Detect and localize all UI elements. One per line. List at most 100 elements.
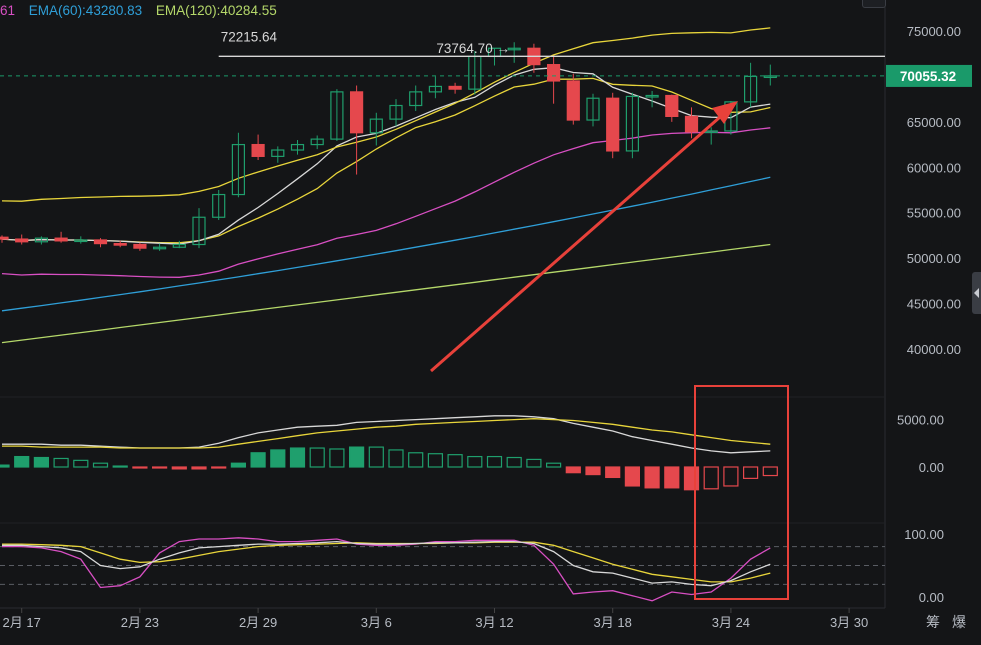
ema120-line <box>1 243 771 344</box>
macd-histogram-bar <box>250 452 266 468</box>
macd-histogram-bar <box>171 466 187 470</box>
upper-band-line <box>1 27 771 202</box>
date-tick-label: 3月 6 <box>361 615 392 630</box>
macd-histogram-bar <box>368 446 384 468</box>
kdj-j-line <box>2 537 771 602</box>
toolbar-corner-button[interactable] <box>862 0 886 8</box>
legend-ema60: EMA(60):43280.83 <box>28 3 143 18</box>
macd-tick-label: 5000.00 <box>897 413 944 428</box>
candle-body <box>743 75 758 103</box>
macd-histogram-bar <box>526 458 542 468</box>
macd-histogram-bar <box>329 448 345 468</box>
macd-histogram-bar <box>447 454 463 468</box>
macd-histogram-bar <box>585 466 601 476</box>
legend-truncated-value: 61 <box>0 3 16 18</box>
candle-body <box>546 64 561 82</box>
kdj-k-line <box>2 540 771 587</box>
macd-histogram-bar <box>683 466 700 491</box>
macd-histogram-bar <box>289 447 306 468</box>
candle-body <box>369 118 383 134</box>
macd-histogram-bar <box>152 466 168 469</box>
candle-body <box>172 243 186 248</box>
candle-body <box>74 239 88 243</box>
macd-histogram-bar <box>565 466 581 474</box>
macd-histogram-bar <box>703 466 719 490</box>
liquidation-label: 爆 <box>952 614 966 630</box>
date-tick-label: 2月 17 <box>3 615 41 630</box>
price-tick-label: 60000.00 <box>907 160 961 175</box>
price-tick-label: 75000.00 <box>907 24 961 39</box>
macd-histogram-bar <box>53 457 69 468</box>
macd-histogram-bar <box>0 464 10 468</box>
macd-histogram-bar <box>723 466 739 487</box>
peak-high-label: 73764.70 → <box>436 41 510 56</box>
macd-histogram-bar <box>92 462 109 468</box>
candle-body <box>192 216 206 246</box>
candle-body <box>645 94 659 98</box>
legend-ema120: EMA(120):40284.55 <box>155 3 277 18</box>
price-tick-label: 45000.00 <box>907 297 961 312</box>
macd-histogram-bar <box>230 462 246 468</box>
macd-histogram-bar <box>506 456 522 468</box>
candle-body <box>231 143 245 196</box>
price-tick-label: 40000.00 <box>907 342 961 357</box>
chip-label: 筹 <box>926 614 940 630</box>
macd-histogram-bar <box>388 449 404 468</box>
ma-yellow-line <box>1 77 771 244</box>
candle-body <box>665 94 679 118</box>
macd-histogram-bar <box>211 466 227 469</box>
current-price-tag <box>886 64 972 87</box>
candle-body <box>566 80 580 121</box>
collapse-panel-arrow-icon[interactable] <box>972 272 981 314</box>
kdj-tick-label: 100.00 <box>904 527 944 542</box>
candle-body <box>684 115 699 133</box>
macd-histogram-bar <box>309 447 325 468</box>
candle-body <box>330 91 344 140</box>
candle-body <box>290 143 305 151</box>
date-tick-label: 3月 12 <box>475 615 513 630</box>
macd-histogram-bar <box>427 453 443 468</box>
date-tick-label: 3月 30 <box>830 615 868 630</box>
ma-white-line <box>1 67 771 245</box>
date-tick-label: 3月 18 <box>594 615 632 630</box>
macd-dea-line <box>2 418 771 449</box>
macd-histogram-bar <box>664 466 680 489</box>
macd-histogram-bar <box>14 455 30 468</box>
candle-body <box>389 104 403 120</box>
kdj-tick-label: 0.00 <box>919 590 944 605</box>
date-tick-label: 2月 29 <box>239 615 277 630</box>
macd-histogram-bar <box>349 446 365 468</box>
trend-arrow-head <box>712 101 738 124</box>
macd-histogram-bar <box>73 459 89 468</box>
candle-body <box>625 95 640 152</box>
macd-histogram-bar <box>33 456 50 468</box>
current-price-value: 70055.32 <box>900 69 956 84</box>
price-tick-label: 50000.00 <box>907 251 961 266</box>
candle-body <box>350 91 364 134</box>
candle-body <box>586 97 600 121</box>
trend-arrow-line <box>430 108 729 373</box>
candle-body <box>54 237 68 242</box>
candle-body <box>507 47 521 51</box>
price-tick-label: 65000.00 <box>907 115 961 130</box>
indicator-legend: 61 EMA(60):43280.83 EMA(120):40284.55 <box>0 3 287 18</box>
candle-body <box>448 85 462 90</box>
candle-body <box>15 238 29 243</box>
macd-histogram-bar <box>467 455 483 468</box>
candle-body <box>606 97 620 152</box>
candle-body <box>93 239 108 245</box>
candle-body <box>428 85 442 93</box>
macd-tick-label: 0.00 <box>919 460 944 475</box>
candle-body <box>409 91 423 107</box>
date-tick-label: 3月 24 <box>712 615 750 630</box>
macd-histogram-bar <box>270 449 286 468</box>
macd-histogram-bar <box>112 465 128 468</box>
ema60-line <box>1 176 771 312</box>
macd-histogram-bar <box>408 452 424 468</box>
macd-histogram-bar <box>742 466 759 479</box>
candle-body <box>113 243 127 246</box>
candle-body <box>271 149 285 157</box>
candle-body <box>212 193 226 218</box>
candle-body <box>153 246 167 250</box>
